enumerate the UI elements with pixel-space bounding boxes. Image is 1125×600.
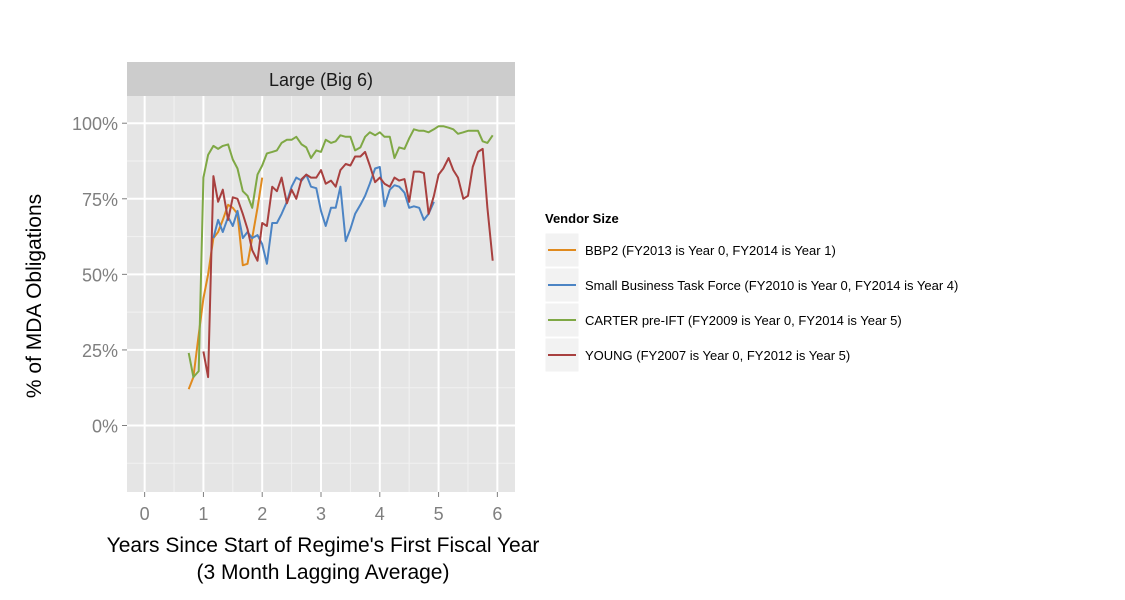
facet-strip — [127, 62, 515, 96]
x-tick-label: 1 — [198, 504, 208, 524]
x-tick-label: 4 — [375, 504, 385, 524]
legend-label-2: Small Business Task Force (FY2010 is Yea… — [585, 278, 958, 293]
x-tick-label: 2 — [257, 504, 267, 524]
series-line-3 — [187, 125, 494, 379]
grid-major — [127, 96, 515, 492]
y-tick-label: 100% — [72, 114, 118, 134]
series-line-1 — [187, 177, 264, 390]
legend-label-3: CARTER pre-IFT (FY2009 is Year 0, FY2014… — [585, 313, 902, 328]
legend-label-4: YOUNG (FY2007 is Year 0, FY2012 is Year … — [585, 348, 850, 363]
series-layer — [187, 125, 494, 390]
y-axis: 0% 25% 50% 75% 100% — [72, 114, 127, 436]
legend-label-1: BBP2 (FY2013 is Year 0, FY2014 is Year 1… — [585, 243, 836, 258]
y-tick-label: 75% — [82, 190, 118, 210]
x-tick-label: 5 — [434, 504, 444, 524]
x-axis-title-line2: (3 Month Lagging Average) — [197, 561, 450, 584]
x-tick-label: 3 — [316, 504, 326, 524]
y-tick-label: 25% — [82, 341, 118, 361]
x-tick-label: 6 — [492, 504, 502, 524]
y-tick-label: 50% — [82, 265, 118, 285]
y-tick-label: 0% — [92, 416, 118, 436]
y-axis-title: % of MDA Obligations — [23, 194, 46, 398]
series-line-4 — [202, 147, 494, 379]
x-axis-title-line1: Years Since Start of Regime's First Fisc… — [107, 534, 540, 557]
legend: Vendor Size BBP2 (FY2013 is Year 0, FY20… — [544, 211, 958, 373]
legend-title: Vendor Size — [545, 211, 619, 226]
x-tick-label: 0 — [140, 504, 150, 524]
facet-title: Large (Big 6) — [269, 70, 373, 90]
x-axis: 0 1 2 3 4 5 6 — [140, 492, 502, 524]
